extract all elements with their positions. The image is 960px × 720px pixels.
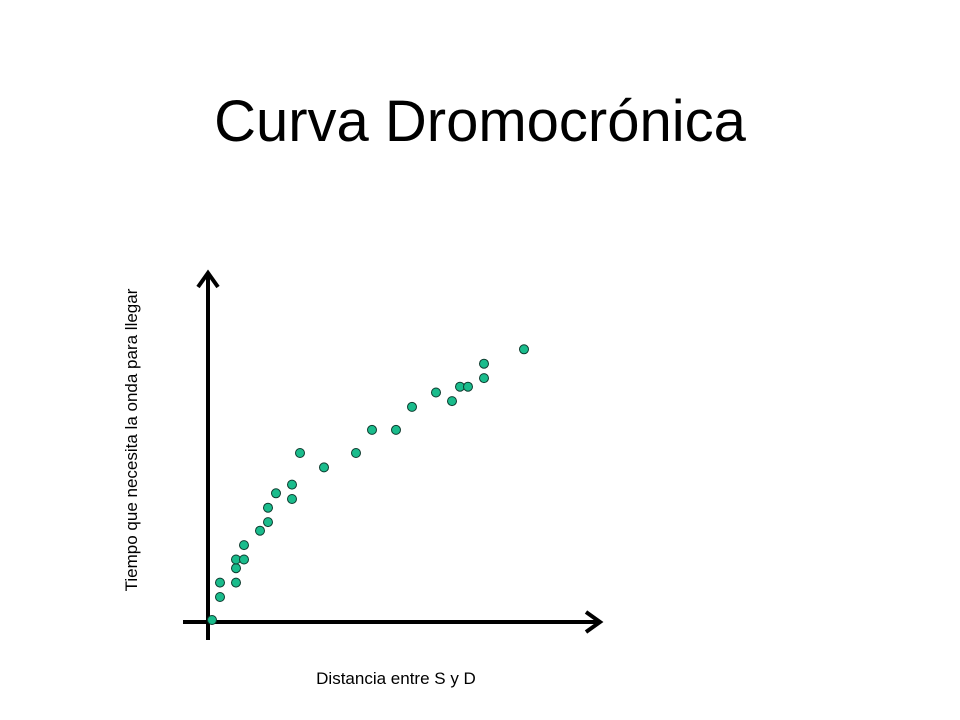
data-point (207, 615, 217, 625)
data-point (447, 396, 457, 407)
data-point (351, 448, 361, 458)
data-point (263, 517, 273, 528)
data-point (239, 554, 249, 565)
data-point (479, 373, 489, 384)
data-point (215, 577, 225, 588)
data-points (207, 344, 529, 625)
data-point (231, 577, 241, 588)
x-axis-label: Distancia entre S y D (316, 669, 476, 688)
data-point (463, 381, 473, 392)
data-point (407, 401, 417, 412)
data-point (295, 448, 305, 458)
y-axis-label: Tiempo que necesita la onda para llegar (122, 288, 141, 591)
data-point (215, 592, 225, 602)
data-point (231, 563, 241, 574)
y-axis-arrowhead (196, 269, 220, 289)
slide-title: Curva Dromocrónica (214, 89, 746, 154)
data-point (271, 488, 281, 499)
data-point (431, 387, 441, 398)
data-point (391, 424, 401, 435)
data-point (287, 494, 297, 504)
data-point (367, 424, 377, 435)
data-point (519, 344, 529, 355)
data-point (319, 462, 329, 473)
data-point (239, 540, 249, 551)
data-point (479, 358, 489, 369)
data-point (263, 502, 273, 513)
data-point (287, 479, 297, 490)
data-point (255, 525, 265, 536)
x-axis-arrowhead (584, 610, 604, 634)
